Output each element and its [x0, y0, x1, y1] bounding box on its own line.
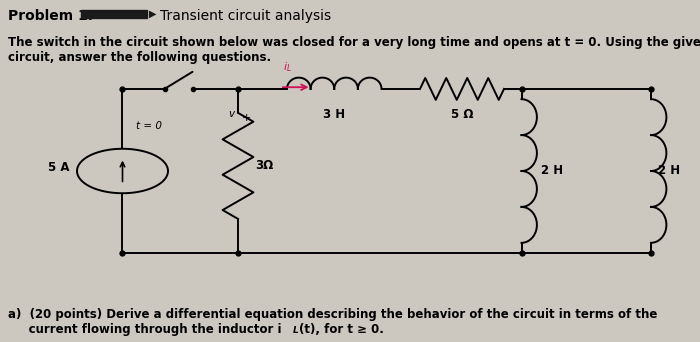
Text: $i_L$: $i_L$: [283, 60, 291, 74]
Text: 3 H: 3 H: [323, 108, 345, 121]
Text: 2 H: 2 H: [658, 165, 680, 177]
Text: L: L: [293, 326, 299, 335]
Text: (t), for t ≥ 0.: (t), for t ≥ 0.: [299, 323, 384, 336]
Text: +: +: [241, 113, 251, 123]
Text: Problem 1.: Problem 1.: [8, 9, 93, 23]
Text: v: v: [228, 109, 235, 119]
Text: t = 0: t = 0: [136, 121, 162, 131]
Text: ▶: ▶: [149, 9, 157, 18]
Text: The switch in the circuit shown below was closed for a very long time and opens : The switch in the circuit shown below wa…: [8, 36, 700, 64]
Text: Transient circuit analysis: Transient circuit analysis: [160, 9, 330, 23]
Text: 5 A: 5 A: [48, 161, 70, 174]
Text: 3Ω: 3Ω: [256, 159, 274, 172]
Text: a)  (20 points) Derive a differential equation describing the behavior of the ci: a) (20 points) Derive a differential equ…: [8, 308, 658, 321]
Text: 5 Ω: 5 Ω: [451, 108, 473, 121]
Text: 2 H: 2 H: [541, 165, 564, 177]
FancyBboxPatch shape: [80, 10, 147, 18]
Text: current flowing through the inductor i: current flowing through the inductor i: [8, 323, 282, 336]
